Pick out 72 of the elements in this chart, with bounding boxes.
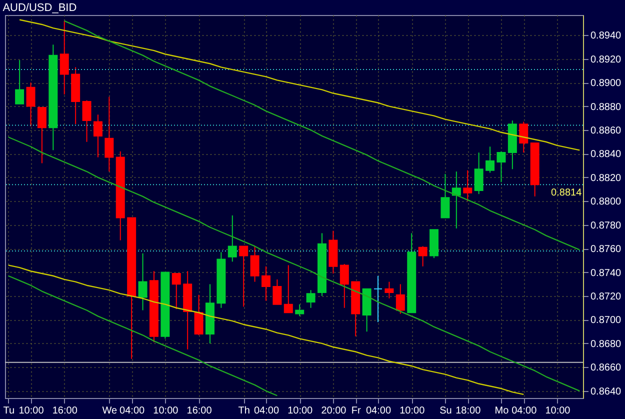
candlestick [172, 272, 181, 310]
candlestick [37, 106, 46, 164]
x-tick-label: 16:00 [52, 406, 78, 416]
x-tick-label: 04:00 [254, 406, 280, 416]
y-tick-label: 0.8700 [590, 315, 622, 326]
candlestick [284, 264, 293, 314]
x-tick-label: 10:00 [288, 406, 314, 416]
y-tick-label: 0.8940 [590, 30, 622, 42]
x-tick-label: 04:00 [512, 406, 538, 416]
x-tick-label: Th [238, 406, 250, 416]
x-tick-label: 18:00 [456, 406, 482, 416]
x-tick-label: Su [440, 406, 452, 416]
candlestick [396, 284, 405, 314]
ref-line-label: 0.8814 [551, 188, 582, 199]
x-tick-label: We [102, 406, 118, 416]
candlestick [194, 294, 204, 336]
y-tick-label: 0.8800 [590, 196, 622, 208]
candlestick [474, 152, 484, 195]
candlestick [82, 100, 92, 142]
x-tick-label: Mo [494, 406, 510, 416]
x-tick-label: 20:00 [321, 406, 347, 416]
candlestick [295, 304, 304, 317]
y-tick-label: 0.8780 [590, 220, 622, 232]
candlestick [452, 171, 461, 229]
candlestick [138, 252, 148, 311]
line-series [8, 136, 580, 392]
candlestick [228, 214, 237, 262]
y-tick-label: 0.8640 [590, 386, 622, 398]
candlestick [340, 264, 349, 308]
candlestick [374, 275, 383, 323]
x-tick-label: Tu [3, 406, 15, 416]
y-tick-label: 0.8920 [590, 54, 622, 66]
candlestick [496, 150, 506, 183]
y-tick-label: 0.8860 [590, 126, 622, 137]
candlestick [306, 290, 316, 308]
line-series [8, 275, 278, 396]
candlestick [26, 82, 36, 127]
candlestick [60, 20, 69, 95]
x-tick-label: 10:00 [400, 406, 426, 416]
candlestick [239, 246, 248, 308]
y-tick-label: 0.8820 [590, 172, 622, 184]
candlestick [261, 266, 270, 302]
y-tick-label: 0.8740 [590, 268, 622, 279]
candlestick [440, 173, 450, 218]
chart-title: AUD/USD_BID [2, 2, 77, 14]
y-tick-label: 0.8880 [590, 102, 622, 113]
candlestick [250, 246, 260, 282]
x-tick-label: 04:00 [366, 406, 392, 416]
y-tick-label: 0.8720 [590, 292, 622, 303]
x-tick-label: Fr [351, 406, 362, 416]
x-tick-label: 10:00 [18, 406, 44, 416]
candlestick [104, 96, 114, 172]
x-tick-label: 16:00 [186, 406, 212, 416]
x-tick-label: 04:00 [120, 406, 146, 416]
x-tick-label: 10:00 [545, 406, 571, 416]
candlestick [463, 170, 472, 202]
candlestick [272, 278, 282, 305]
y-tick-label: 0.8900 [590, 78, 622, 90]
line-series [64, 20, 580, 250]
candlestick [93, 114, 102, 158]
line-series [8, 264, 524, 396]
y-tick-label: 0.8680 [590, 338, 622, 350]
y-tick-label: 0.8760 [590, 244, 622, 256]
line-series [18, 19, 580, 151]
y-tick-label: 0.8660 [590, 362, 622, 374]
candlestick [384, 281, 394, 299]
candlestick [486, 146, 495, 174]
candlestick [418, 246, 428, 267]
x-tick-label: 10:00 [153, 406, 179, 416]
candlestick [519, 121, 528, 154]
candlestick [15, 60, 24, 104]
y-tick-label: 0.8840 [590, 149, 622, 160]
